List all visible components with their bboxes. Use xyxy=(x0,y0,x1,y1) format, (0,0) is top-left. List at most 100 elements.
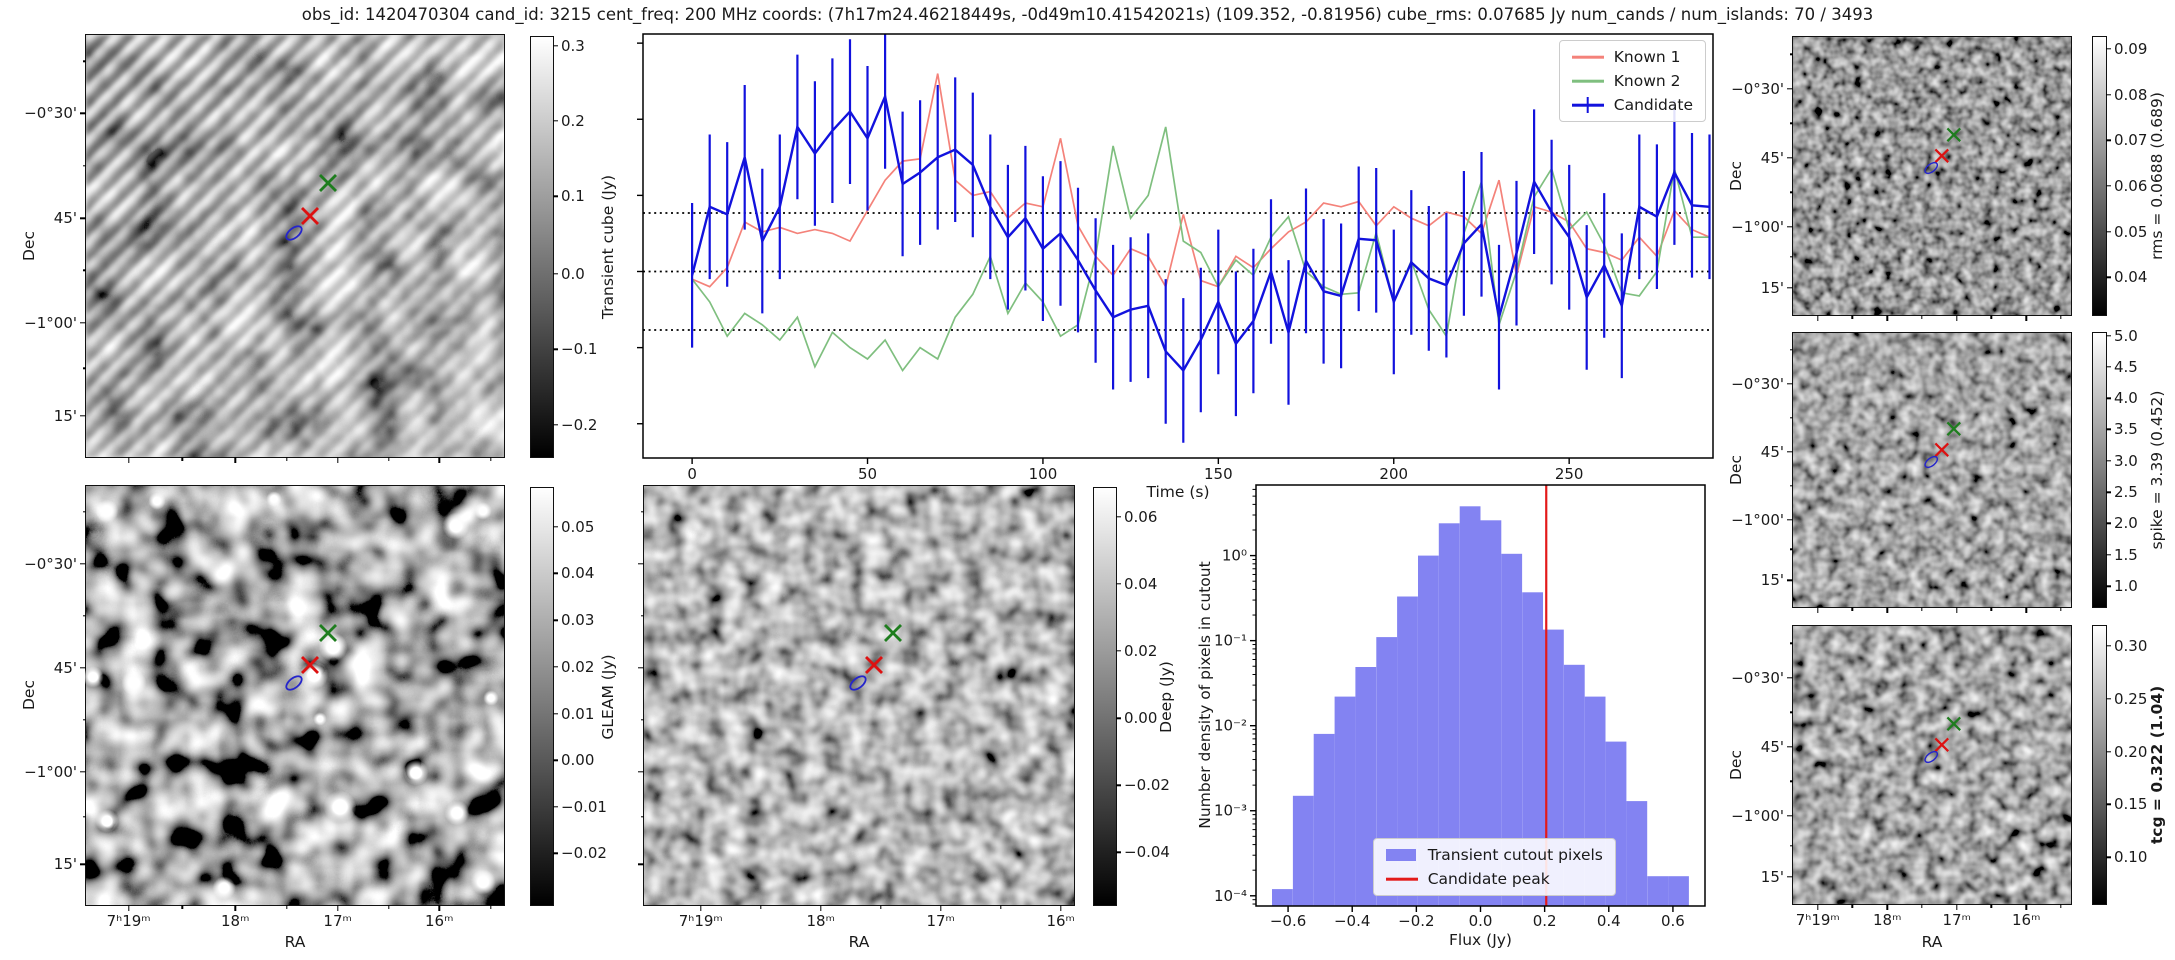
tick-mark xyxy=(2106,366,2111,368)
tick-mark xyxy=(1116,516,1121,518)
tick-mark xyxy=(1990,607,1993,611)
tick-mark xyxy=(1787,519,1793,521)
tick-label: 0.00 xyxy=(561,751,595,770)
tick-mark xyxy=(82,816,86,818)
tick-mark xyxy=(553,195,558,197)
ra-axis-label: RA xyxy=(284,933,306,951)
tick-mark xyxy=(80,863,86,866)
source-markers xyxy=(86,35,504,457)
tick-mark xyxy=(553,759,558,761)
tick-label: 0.15 xyxy=(2114,795,2148,814)
tick-label: −0°30' xyxy=(1731,668,1784,687)
tick-mark xyxy=(82,511,86,513)
svg-text:0.0: 0.0 xyxy=(1469,912,1493,930)
tick-mark xyxy=(285,905,288,909)
tick-mark xyxy=(553,526,558,528)
tick-mark xyxy=(1789,844,1793,847)
tick-mark xyxy=(2106,585,2111,587)
tick-mark xyxy=(1787,156,1793,159)
point-source xyxy=(483,689,500,706)
source-markers xyxy=(1793,333,2071,607)
tick-mark xyxy=(2106,554,2111,556)
tick-mark xyxy=(2025,315,2027,321)
tick-mark xyxy=(2025,607,2027,613)
known-source-x-marker xyxy=(1946,716,1961,731)
svg-text:10⁻¹: 10⁻¹ xyxy=(1214,632,1247,650)
tick-mark xyxy=(82,719,86,721)
tick-label: 45' xyxy=(1760,148,1784,167)
tick-label: −0.04 xyxy=(1124,843,1170,862)
tick-mark xyxy=(1059,905,1062,911)
legend-item-candidate-peak: Candidate peak xyxy=(1385,870,1603,888)
point-source xyxy=(441,511,470,540)
tick-label: 15' xyxy=(1760,571,1784,590)
tick-mark xyxy=(80,667,86,669)
tick-label: 15' xyxy=(53,407,77,426)
known-source-x-marker xyxy=(883,623,902,642)
tick-label: −0.2 xyxy=(561,416,598,435)
svg-text:0.2: 0.2 xyxy=(1533,912,1557,930)
tick-mark xyxy=(2025,904,2027,910)
tick-mark xyxy=(2106,750,2111,753)
tick-label: 0.04 xyxy=(561,564,595,583)
tick-mark xyxy=(1886,315,1888,321)
tick-mark xyxy=(1789,711,1793,713)
tick-mark xyxy=(1817,607,1819,613)
tick-mark xyxy=(1990,904,1993,908)
point-source xyxy=(298,659,329,690)
svg-text:100: 100 xyxy=(1029,465,1058,483)
rfi-stripes-texture xyxy=(86,35,504,457)
point-source xyxy=(148,491,167,510)
tick-mark xyxy=(336,905,339,911)
tcg-colorbar-label: tcg = 0.322 (1.04) xyxy=(2148,685,2166,845)
candidate-ellipse-marker xyxy=(1924,455,1939,468)
spike-panel: −0°30' 45' −1°00' 15' xyxy=(1731,332,2072,613)
tick-mark xyxy=(939,905,942,911)
tick-label: 5.0 xyxy=(2114,326,2138,345)
tick-mark xyxy=(2106,335,2111,337)
point-source xyxy=(323,789,358,824)
legend-label: Candidate xyxy=(1613,96,1693,114)
point-source xyxy=(121,669,148,696)
tick-mark xyxy=(1787,287,1793,289)
svg-text:−0.4: −0.4 xyxy=(1334,912,1370,930)
tick-mark xyxy=(640,511,644,513)
deep-panel: 7ʰ19ᵐ 18ᵐ 17ᵐ 16ᵐ xyxy=(638,485,1075,930)
tick-label: 1.5 xyxy=(2114,545,2138,564)
point-source xyxy=(266,490,283,507)
tick-label: −1°00' xyxy=(1731,510,1784,529)
rms-colorbar: 0.09 0.08 0.07 0.06 0.05 0.04 xyxy=(2092,36,2147,316)
tick-mark xyxy=(80,771,86,773)
tick-label: 2.0 xyxy=(2114,514,2138,533)
tick-mark xyxy=(82,60,86,62)
tick-mark xyxy=(553,348,558,351)
tick-mark xyxy=(1956,315,1958,321)
tick-mark xyxy=(80,563,86,565)
peak-line-swatch xyxy=(1385,871,1418,887)
tick-label: 45' xyxy=(53,209,77,228)
tick-label: −1°00' xyxy=(1731,217,1784,236)
tick-label: 0.0 xyxy=(561,264,585,283)
tick-mark xyxy=(1787,677,1793,679)
tick-mark xyxy=(2106,397,2111,399)
candidate-x-marker xyxy=(301,206,320,225)
tick-mark xyxy=(1787,225,1793,228)
tick-mark xyxy=(1956,904,1958,910)
tick-mark xyxy=(638,863,644,866)
tick-label: 16ᵐ xyxy=(1046,912,1075,930)
spike-image xyxy=(1793,333,2071,607)
tick-mark xyxy=(1789,255,1793,258)
svg-text:200: 200 xyxy=(1379,465,1408,483)
tick-mark xyxy=(553,45,558,47)
known1-line-swatch xyxy=(1571,49,1604,65)
tick-mark xyxy=(1116,784,1121,787)
tick-mark xyxy=(880,905,882,909)
tick-label: 15' xyxy=(1760,868,1784,887)
transient-cube-colorbar-label: Transient cube (Jy) xyxy=(599,174,617,320)
tick-label: −0.01 xyxy=(561,798,607,816)
svg-text:10⁻²: 10⁻² xyxy=(1214,717,1247,735)
tick-mark xyxy=(234,905,236,911)
tick-mark xyxy=(1817,904,1819,910)
svg-text:−0.2: −0.2 xyxy=(1398,912,1434,930)
tick-mark xyxy=(2106,93,2111,96)
